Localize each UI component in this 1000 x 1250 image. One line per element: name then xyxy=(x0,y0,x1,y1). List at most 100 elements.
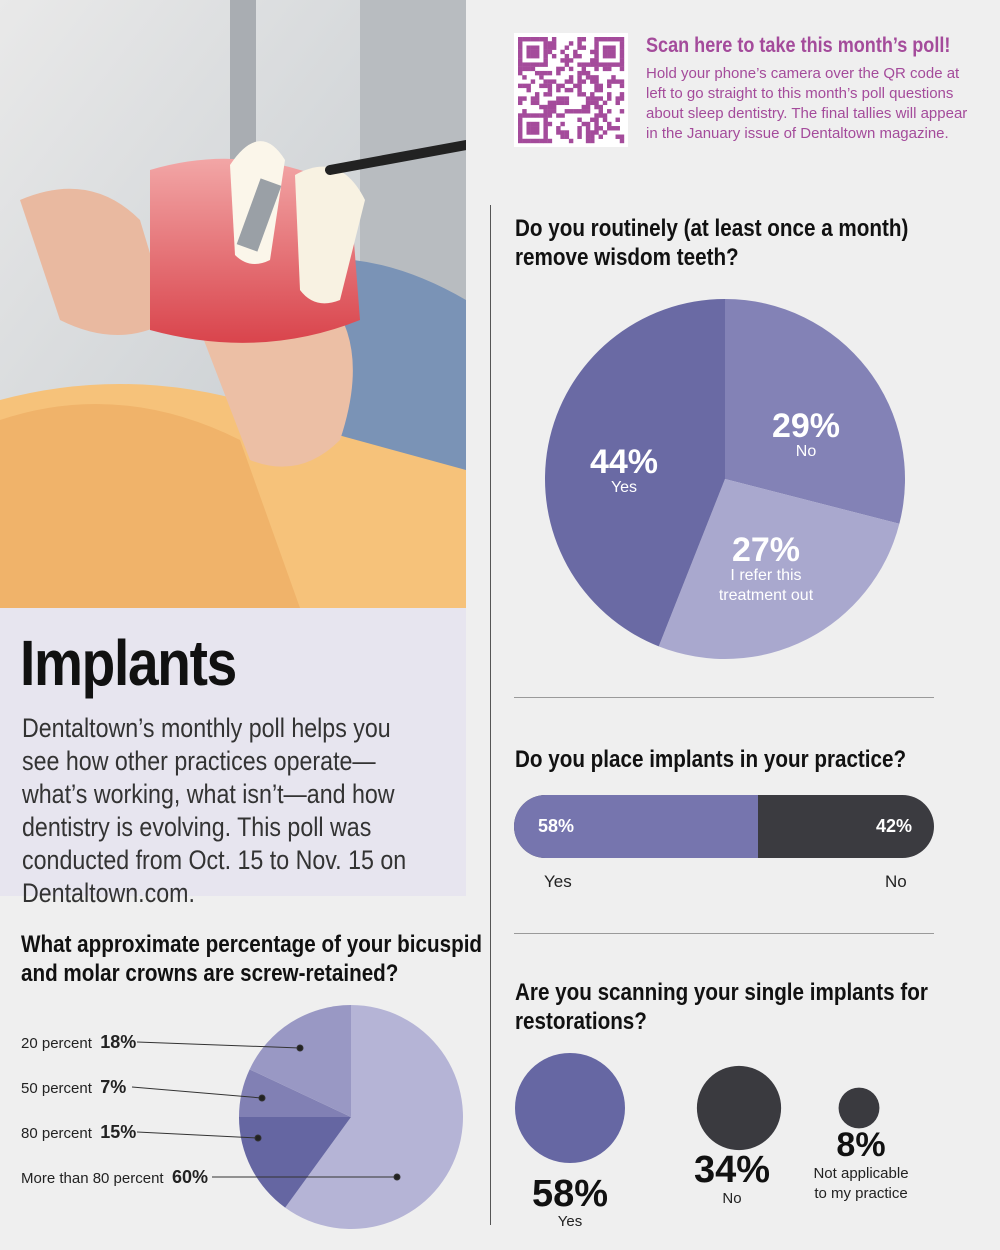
qr-module xyxy=(518,100,523,106)
qr-module xyxy=(577,126,582,131)
qr-module xyxy=(594,53,599,59)
qr-module xyxy=(547,87,553,93)
qr-module xyxy=(518,37,523,42)
qr-module xyxy=(619,53,625,59)
qr-module xyxy=(564,87,570,93)
qr-module xyxy=(577,130,582,135)
qr-module xyxy=(594,121,599,127)
qr-module xyxy=(607,49,612,55)
qr-module xyxy=(619,62,625,67)
qr-module xyxy=(619,109,625,114)
qr-module xyxy=(543,79,548,84)
bar-pct-no: 42% xyxy=(875,816,912,836)
qr-module xyxy=(551,53,557,59)
slice-label-refer: 27% I refer this treatment out xyxy=(719,531,814,604)
leader-dot xyxy=(296,1044,304,1052)
qr-module xyxy=(530,138,536,144)
qr-module xyxy=(568,138,574,144)
leader-dot xyxy=(258,1094,266,1102)
qr-module xyxy=(551,45,557,50)
qr-module xyxy=(543,58,548,63)
qr-module xyxy=(611,45,616,50)
qr-module xyxy=(607,62,612,67)
qr-module xyxy=(556,126,561,131)
qr-module xyxy=(594,41,599,46)
legend-80-percent: 80 percent 15% xyxy=(21,1122,136,1143)
leader-line xyxy=(131,1086,263,1099)
qr-module xyxy=(518,117,523,122)
qr-module xyxy=(611,126,616,131)
qr-module xyxy=(543,121,548,127)
qr-module xyxy=(530,121,536,127)
qr-code[interactable] xyxy=(514,33,628,147)
qr-module xyxy=(530,113,536,118)
qr-module xyxy=(615,117,620,122)
qr-module xyxy=(518,41,523,46)
qr-module xyxy=(556,100,561,106)
qr-module xyxy=(543,138,548,144)
section-divider xyxy=(514,697,934,698)
legend-20-percent: 20 percent 18% xyxy=(21,1032,136,1053)
bubble-no xyxy=(696,1065,782,1151)
qr-module xyxy=(615,100,620,106)
qr-module xyxy=(534,126,540,131)
qr-module xyxy=(530,45,536,50)
legend-label: 80 percent xyxy=(21,1125,92,1142)
bar-label-yes: Yes xyxy=(544,872,572,891)
qr-module xyxy=(539,62,544,67)
qr-module xyxy=(602,45,608,50)
bubble-label-yes: Yes xyxy=(558,1213,582,1230)
qr-module xyxy=(530,66,536,72)
qr-module xyxy=(581,62,587,67)
question-line: Are you scanning your single implants fo… xyxy=(515,979,928,1006)
qr-module xyxy=(585,104,591,110)
intro-panel: Implants Dentaltown’s monthly poll helps… xyxy=(0,608,466,908)
qr-module xyxy=(522,66,527,72)
bubble-label-not-applicable: Not applicable xyxy=(813,1165,908,1182)
qr-module xyxy=(551,37,557,42)
qr-module xyxy=(539,37,544,42)
qr-module xyxy=(602,53,608,59)
qr-module xyxy=(602,130,608,135)
question-line: restorations? xyxy=(515,1008,647,1035)
qr-module xyxy=(611,75,616,80)
pie-slice-80-percent xyxy=(239,1117,351,1208)
qr-module xyxy=(518,45,523,50)
qr-module xyxy=(615,134,620,139)
qr-module xyxy=(585,138,591,144)
bar-pct-yes: 58% xyxy=(538,816,575,836)
qr-module xyxy=(534,70,540,76)
qr-module xyxy=(619,49,625,55)
qr-module xyxy=(585,70,591,76)
qr-module xyxy=(594,58,599,63)
qr-module xyxy=(526,37,531,42)
qr-module xyxy=(577,41,582,46)
qr-module xyxy=(530,96,536,101)
qr-module xyxy=(581,109,587,114)
leader-line xyxy=(136,1131,259,1139)
bubble-pct-not-applicable: 8% xyxy=(836,1126,885,1164)
qr-module xyxy=(534,53,540,59)
qr-module xyxy=(543,53,548,59)
qr-module xyxy=(577,75,582,80)
qr-module xyxy=(607,126,612,131)
qr-module xyxy=(526,66,531,72)
qr-module xyxy=(547,49,553,55)
pie-slice-refer xyxy=(658,479,900,659)
question-wisdom-teeth: Do you routinely (at least once a month)… xyxy=(515,214,908,272)
qr-module xyxy=(547,113,553,118)
qr-module xyxy=(585,62,591,67)
qr-module xyxy=(619,134,625,139)
qr-module xyxy=(564,62,570,67)
qr-module xyxy=(607,45,612,50)
qr-module xyxy=(518,121,523,127)
qr-module xyxy=(590,79,595,84)
qr-module xyxy=(556,96,561,101)
qr-module xyxy=(560,58,565,63)
qr-module xyxy=(526,62,531,67)
qr-module xyxy=(598,113,603,118)
qr-module xyxy=(534,121,540,127)
qr-module xyxy=(590,138,595,144)
slice-label-yes: 44% Yes xyxy=(590,443,658,496)
qr-module xyxy=(590,96,595,101)
